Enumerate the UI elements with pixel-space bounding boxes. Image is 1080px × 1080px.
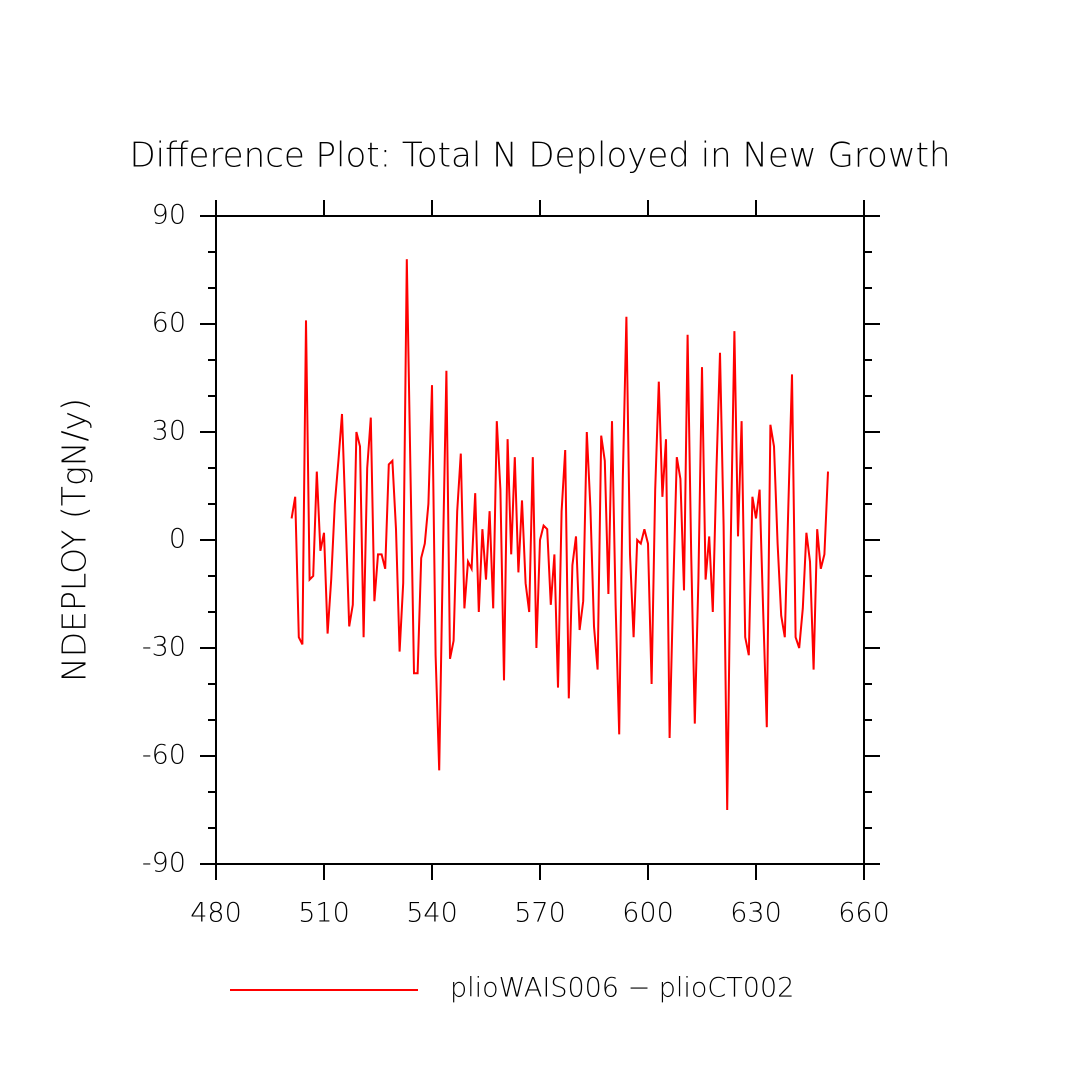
y-tick-label: -90 <box>142 848 186 879</box>
x-tick-label: 540 <box>406 898 458 929</box>
y-tick-label: -60 <box>142 740 186 771</box>
y-axis-label: NDEPLOY (TgN/y) <box>55 398 94 682</box>
y-tick-label: 30 <box>152 416 186 447</box>
x-tick-label: 480 <box>190 898 242 929</box>
y-tick-label: -30 <box>142 632 186 663</box>
y-tick-label: 90 <box>152 200 186 231</box>
legend-label: plioWAIS006 − plioCT002 <box>450 973 794 1004</box>
y-tick-label: 0 <box>169 524 186 555</box>
x-tick-label: 570 <box>514 898 566 929</box>
x-tick-label: 660 <box>838 898 890 929</box>
x-tick-label: 510 <box>298 898 350 929</box>
x-tick-label: 600 <box>622 898 674 929</box>
y-tick-label: 60 <box>152 308 186 339</box>
data-line <box>290 259 829 811</box>
x-tick-label: 630 <box>730 898 782 929</box>
chart-title: Difference Plot: Total N Deployed in New… <box>129 136 950 176</box>
